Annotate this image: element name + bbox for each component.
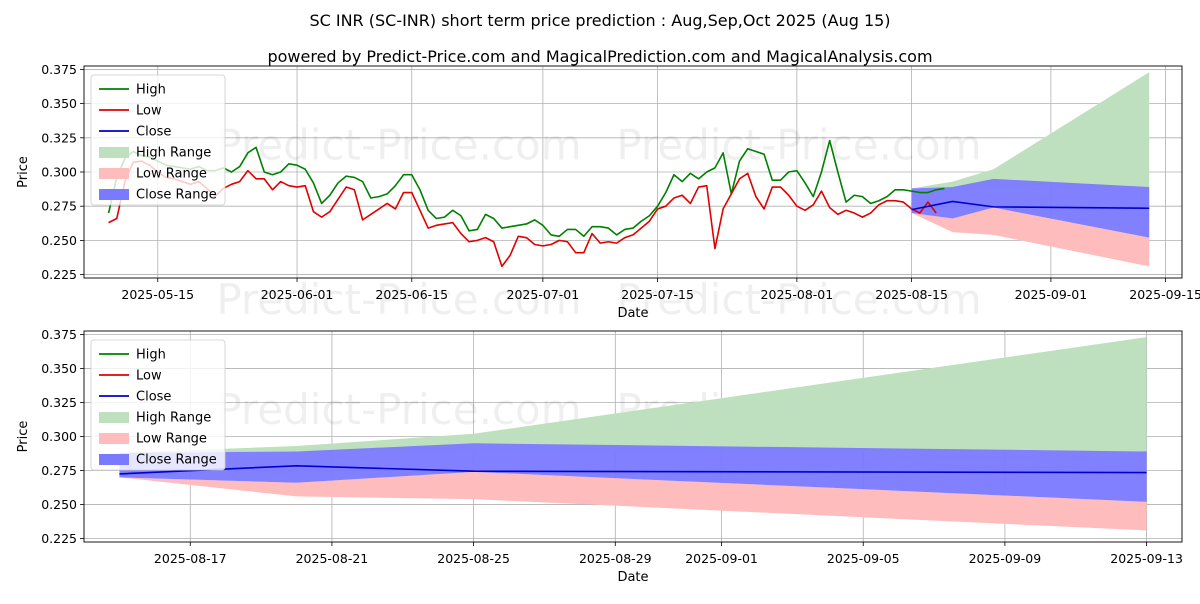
x-tick-label: 2025-09-15	[1129, 287, 1200, 302]
x-tick-label: 2025-09-09	[969, 551, 1042, 566]
legend-label: Close	[136, 390, 171, 405]
legend-label: Low Range	[136, 432, 207, 447]
axes-frame	[83, 330, 1183, 543]
high-series-line	[107, 139, 945, 238]
axes-frame	[83, 65, 1183, 279]
x-tick-label: 2025-09-05	[827, 551, 900, 566]
high-range-band	[911, 72, 1150, 189]
legend-swatch	[99, 433, 129, 444]
y-tick-label: 0.275	[41, 199, 77, 214]
x-tick-label: 2025-08-21	[296, 551, 369, 566]
legend-label: Close Range	[136, 188, 217, 203]
x-tick-label: 2025-07-15	[621, 287, 694, 302]
legend-label: Close	[136, 125, 171, 140]
chart-title: SC INR (SC-INR) short term price predict…	[309, 11, 890, 30]
y-tick-label: 0.225	[41, 531, 77, 546]
x-tick-label: 2025-09-01	[685, 551, 758, 566]
y-tick-label: 0.300	[41, 429, 77, 444]
y-tick-label: 0.375	[41, 62, 77, 77]
legend-swatch	[99, 412, 129, 423]
legend-swatch	[99, 147, 129, 158]
y-tick-label: 0.250	[41, 497, 77, 512]
x-tick-label: 2025-08-15	[875, 287, 948, 302]
x-tick-label: 2025-08-25	[437, 551, 510, 566]
high-range-band	[119, 337, 1147, 453]
y-tick-label: 0.350	[41, 96, 77, 111]
close-range-band	[911, 178, 1150, 238]
x-axis-label: Date	[617, 306, 648, 321]
x-tick-label: 2025-09-01	[1015, 287, 1088, 302]
y-tick-label: 0.325	[41, 130, 77, 145]
forecast-panel: 2025-08-17 2025-08-21 2025-08-25 2025-08-29…	[16, 327, 1183, 585]
close-range-band	[119, 443, 1147, 502]
y-tick-label: 0.225	[41, 267, 77, 282]
y-tick-label: 0.275	[41, 463, 77, 478]
y-axis-label: Price	[16, 421, 31, 453]
legend-swatch	[99, 168, 129, 179]
x-tick-label: 2025-09-13	[1110, 551, 1183, 566]
legend-label: Low Range	[136, 167, 207, 182]
x-tick-label: 2025-08-01	[761, 287, 834, 302]
x-tick-label: 2025-07-01	[507, 287, 580, 302]
watermark-text: Predict-Price.com	[216, 275, 581, 324]
watermark-text: Predict-Price.com	[216, 120, 581, 169]
watermark-text: Predict-Price.com	[216, 385, 581, 434]
x-tick-label: 2025-06-15	[375, 287, 448, 302]
close-series-line	[911, 200, 1150, 211]
chart-subtitle: powered by Predict-Price.com and Magical…	[267, 47, 932, 66]
legend-label: Close Range	[136, 453, 217, 468]
low-range-band	[119, 471, 1147, 531]
x-tick-label: 2025-05-15	[121, 287, 194, 302]
legend-swatch	[99, 189, 129, 200]
history-panel: 2025-05-15 2025-06-01 2025-06-15 2025-07-01…	[16, 62, 1200, 324]
low-series-line	[108, 160, 937, 268]
low-range-band	[911, 207, 1150, 267]
y-tick-label: 0.375	[41, 327, 77, 342]
x-tick-label: 2025-06-01	[261, 287, 334, 302]
legend-swatch	[99, 454, 129, 465]
watermark-text: Predict-Price.com	[616, 275, 981, 324]
y-tick-label: 0.250	[41, 233, 77, 248]
x-axis-label: Date	[617, 570, 648, 585]
legend-label: High	[136, 83, 166, 98]
y-tick-label: 0.325	[41, 395, 77, 410]
legend-label: High Range	[136, 411, 211, 426]
y-tick-label: 0.300	[41, 165, 77, 180]
x-tick-label: 2025-08-17	[154, 551, 227, 566]
y-tick-label: 0.350	[41, 361, 77, 376]
y-axis-label: Price	[16, 156, 31, 188]
watermark-text: Predict-Price.com	[616, 120, 981, 169]
legend-label: Low	[136, 104, 162, 119]
legend-label: High Range	[136, 146, 211, 161]
x-tick-label: 2025-08-29	[579, 551, 652, 566]
legend-label: Low	[136, 369, 162, 384]
legend-label: High	[136, 348, 166, 363]
